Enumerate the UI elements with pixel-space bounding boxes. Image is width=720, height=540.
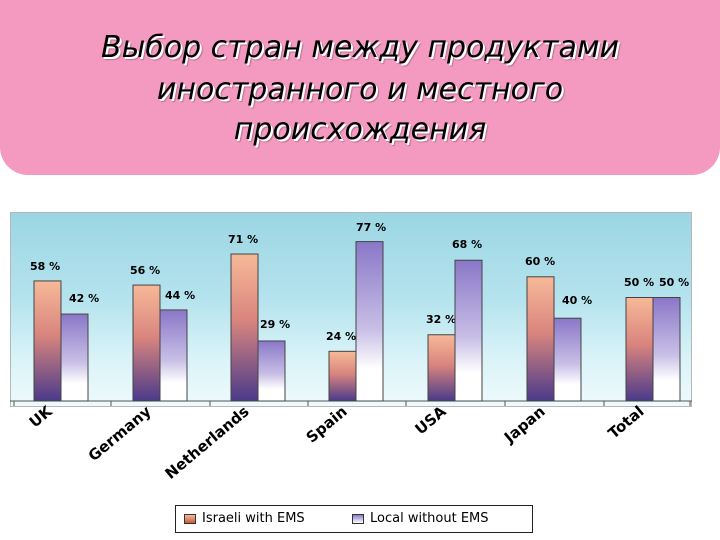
data-label-local-netherlands: 29 % <box>260 318 290 331</box>
chart-title-line-3: происхождения <box>233 112 487 147</box>
bar-local-spain <box>355 241 384 402</box>
category-label-netherlands: Netherlands <box>162 402 253 483</box>
data-label-israeli-germany: 56 % <box>130 264 160 277</box>
data-label-local-japan: 40 % <box>562 294 592 307</box>
chart-title-line-2: иностранного и местного <box>156 72 564 107</box>
data-label-israeli-total: 50 % <box>624 276 654 289</box>
bar-israeli-japan <box>526 276 555 402</box>
data-label-local-germany: 44 % <box>165 289 195 302</box>
data-label-local-total: 50 % <box>659 276 689 289</box>
bar-local-uk <box>60 313 89 402</box>
bar-local-total <box>652 297 681 402</box>
data-label-israeli-japan: 60 % <box>525 255 555 268</box>
category-label-spain: Spain <box>303 402 351 446</box>
legend-label-local: Local without EMS <box>370 511 489 526</box>
bar-israeli-uk <box>33 280 62 402</box>
bar-israeli-germany <box>132 284 161 402</box>
data-label-israeli-spain: 24 % <box>326 330 356 343</box>
bar-local-netherlands <box>257 340 286 402</box>
bar-local-usa <box>454 259 483 402</box>
data-label-israeli-usa: 32 % <box>426 313 456 326</box>
legend-swatch-local <box>352 514 364 524</box>
category-label-japan: Japan <box>500 402 549 447</box>
legend-swatch-israeli <box>184 514 196 524</box>
bar-local-japan <box>553 317 582 402</box>
data-label-israeli-uk: 58 % <box>30 260 60 273</box>
chart-title-line-1: Выбор стран между продуктами <box>100 30 619 65</box>
data-label-israeli-netherlands: 71 % <box>228 233 258 246</box>
bar-israeli-netherlands <box>230 253 259 402</box>
data-label-local-uk: 42 % <box>69 292 99 305</box>
legend: Israeli with EMS Local without EMS <box>175 505 533 533</box>
category-label-germany: Germany <box>85 402 155 465</box>
title-banner: Выбор стран между продуктами иностранног… <box>0 0 720 175</box>
bar-israeli-total <box>625 297 654 402</box>
legend-label-israeli: Israeli with EMS <box>202 511 305 526</box>
bar-local-germany <box>159 309 188 402</box>
category-label-usa: USA <box>412 402 450 438</box>
category-label-total: Total <box>605 402 648 442</box>
category-label-uk: UK <box>26 401 57 431</box>
bar-israeli-spain <box>328 350 357 402</box>
data-label-local-usa: 68 % <box>452 238 482 251</box>
bar-israeli-usa <box>427 334 456 402</box>
data-label-local-spain: 77 % <box>356 221 386 234</box>
